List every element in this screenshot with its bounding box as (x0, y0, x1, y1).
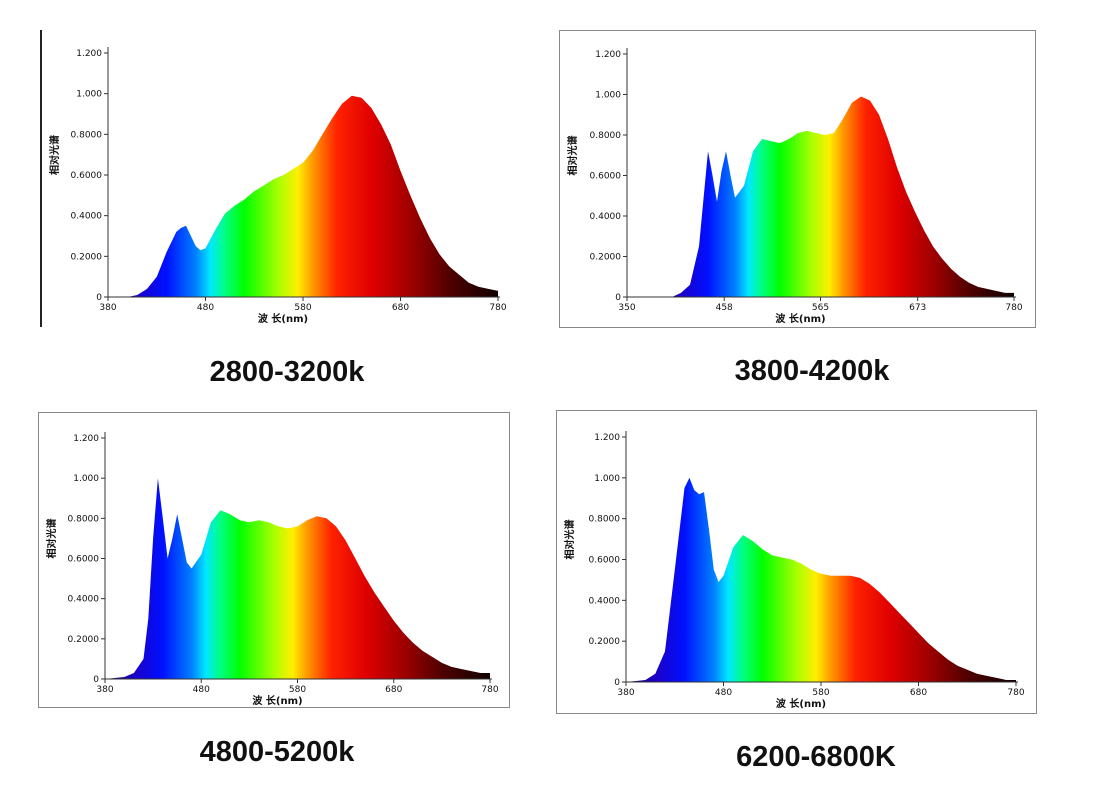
x-tick-label: 780 (1007, 688, 1024, 698)
x-tick-label: 780 (1005, 303, 1022, 313)
x-axis-label: 波 长(nm) (252, 694, 302, 707)
y-tick-label: 0 (614, 678, 620, 688)
x-tick-label: 480 (197, 303, 214, 313)
x-tick-label: 580 (294, 303, 311, 313)
y-tick-label: 0 (96, 293, 102, 303)
spectrum-panel-4800-5200k: 0 0.2000 0.4000 0.6000 0.8000 1.000 1.200 380 48… (38, 412, 510, 708)
y-tick-label: 1.000 (594, 474, 620, 484)
y-tick-label: 1.200 (595, 50, 621, 60)
y-tick-label: 1.200 (594, 433, 620, 443)
y-tick-label: 0.4000 (590, 212, 622, 222)
y-tick-label: 0.6000 (68, 555, 100, 565)
spectrum-panel-2800-3200k: 0 0.2000 0.4000 0.6000 0.8000 1.000 1.200 380 48… (40, 30, 519, 327)
spectrum-chart-svg: 0 0.2000 0.4000 0.6000 0.8000 1.000 1.200 380 48… (48, 47, 507, 325)
caption-4800-5200k: 4800-5200k (199, 736, 355, 768)
spectrum-chart-svg: 0 0.2000 0.4000 0.6000 0.8000 1.000 1.200 380 48… (45, 432, 499, 707)
x-tick-label: 350 (618, 303, 635, 313)
x-axis-label: 波 长(nm) (776, 697, 826, 710)
x-tick-label: 580 (812, 688, 829, 698)
x-tick-label: 780 (489, 303, 506, 313)
x-tick-label: 673 (909, 303, 926, 313)
spectrum-chart-svg: 0 0.2000 0.4000 0.6000 0.8000 1.000 1.200 350 45… (566, 48, 1023, 325)
spectrum-chart-svg: 0 0.2000 0.4000 0.6000 0.8000 1.000 1.200 380 48… (563, 431, 1025, 710)
y-axis-label: 相对光谱 (563, 520, 576, 560)
y-tick-label: 0.8000 (589, 515, 621, 525)
y-tick-label: 0 (93, 675, 99, 685)
spectrum-area-3800-4200k (627, 96, 1014, 297)
y-axis-label: 相对光谱 (45, 519, 58, 559)
spectrum-area-6200-6800K (626, 477, 1016, 682)
y-tick-label: 0.2000 (68, 635, 100, 645)
x-tick-label: 380 (99, 303, 116, 313)
y-tick-label: 0.4000 (71, 212, 103, 222)
x-axis-label: 波 长(nm) (258, 312, 308, 325)
y-tick-label: 0 (615, 293, 621, 303)
y-tick-label: 0.2000 (71, 252, 103, 262)
y-tick-label: 0.4000 (68, 595, 100, 605)
x-tick-label: 458 (716, 303, 733, 313)
x-tick-label: 780 (481, 685, 498, 695)
x-tick-label: 565 (812, 303, 829, 313)
spectrum-panel-3800-4200k: 0 0.2000 0.4000 0.6000 0.8000 1.000 1.200 350 45… (559, 30, 1036, 328)
x-tick-label: 580 (289, 685, 306, 695)
x-tick-label: 380 (96, 685, 113, 695)
y-axis-label: 相对光谱 (48, 135, 61, 175)
spectrum-area-2800-3200k (108, 95, 498, 297)
x-tick-label: 480 (715, 688, 732, 698)
caption-3800-4200k: 3800-4200k (734, 355, 890, 387)
x-tick-label: 680 (385, 685, 402, 695)
y-tick-label: 0.8000 (590, 131, 622, 141)
x-tick-label: 380 (617, 688, 634, 698)
y-tick-label: 1.000 (595, 91, 621, 101)
y-tick-label: 0.6000 (71, 171, 103, 181)
y-axis-label: 相对光谱 (566, 136, 579, 176)
y-tick-label: 0.6000 (590, 172, 622, 182)
spectrum-area-4800-5200k (105, 478, 490, 679)
x-tick-label: 680 (392, 303, 409, 313)
caption-6200-6800K: 6200-6800K (736, 741, 896, 773)
caption-2800-3200k: 2800-3200k (209, 356, 365, 388)
y-tick-label: 0.8000 (68, 514, 100, 524)
y-tick-label: 0.8000 (71, 130, 103, 140)
y-tick-label: 1.000 (76, 90, 102, 100)
y-tick-label: 0.6000 (589, 556, 621, 566)
y-tick-label: 1.200 (73, 434, 99, 444)
y-tick-label: 0.2000 (589, 637, 621, 647)
x-tick-label: 480 (193, 685, 210, 695)
y-tick-label: 1.000 (73, 474, 99, 484)
y-tick-label: 0.2000 (590, 253, 622, 263)
y-tick-label: 1.200 (76, 49, 102, 59)
x-tick-label: 680 (910, 688, 927, 698)
spectrum-panel-6200-6800K: 0 0.2000 0.4000 0.6000 0.8000 1.000 1.200 380 48… (556, 410, 1037, 714)
y-tick-label: 0.4000 (589, 596, 621, 606)
x-axis-label: 波 长(nm) (775, 312, 825, 325)
